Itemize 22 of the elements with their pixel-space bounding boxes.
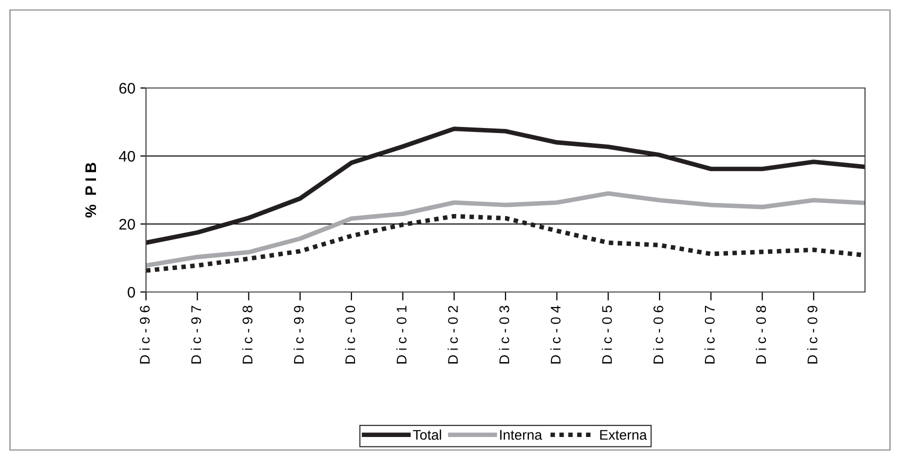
legend-label: Externa [600,430,647,440]
x-tick-label: D i c - 0 3 [499,306,510,364]
x-tick-label: D i c - 0 2 [448,306,458,364]
y-tick-label: 40 [118,150,135,162]
y-tick-label: 60 [119,82,135,94]
x-tick-label: D i c - 0 0 [344,306,356,364]
x-tick-label: D i c - 9 9 [294,306,304,364]
x-tick-label: D i c - 0 9 [807,306,818,364]
x-tick-label: D i c - 0 1 [396,306,407,364]
x-tick-label: D i c - 9 8 [242,306,252,364]
x-tick-label: D i c - 0 7 [704,306,715,364]
x-tick-label: D i c - 0 8 [756,306,766,364]
y-tick-label: 0 [128,286,135,298]
x-tick-label: D i c - 0 6 [653,306,664,364]
legend-label: Interna [500,430,542,440]
x-tick-label: D i c - 0 5 [602,306,612,364]
legend-label: Total [412,430,442,440]
x-tick-label: D i c - 9 6 [140,306,150,364]
y-tick-label: 20 [119,218,135,230]
y-axis-title: % P I B [85,162,96,218]
x-tick-label: D i c - 9 7 [190,306,202,364]
x-tick-label: D i c - 0 4 [550,306,561,364]
